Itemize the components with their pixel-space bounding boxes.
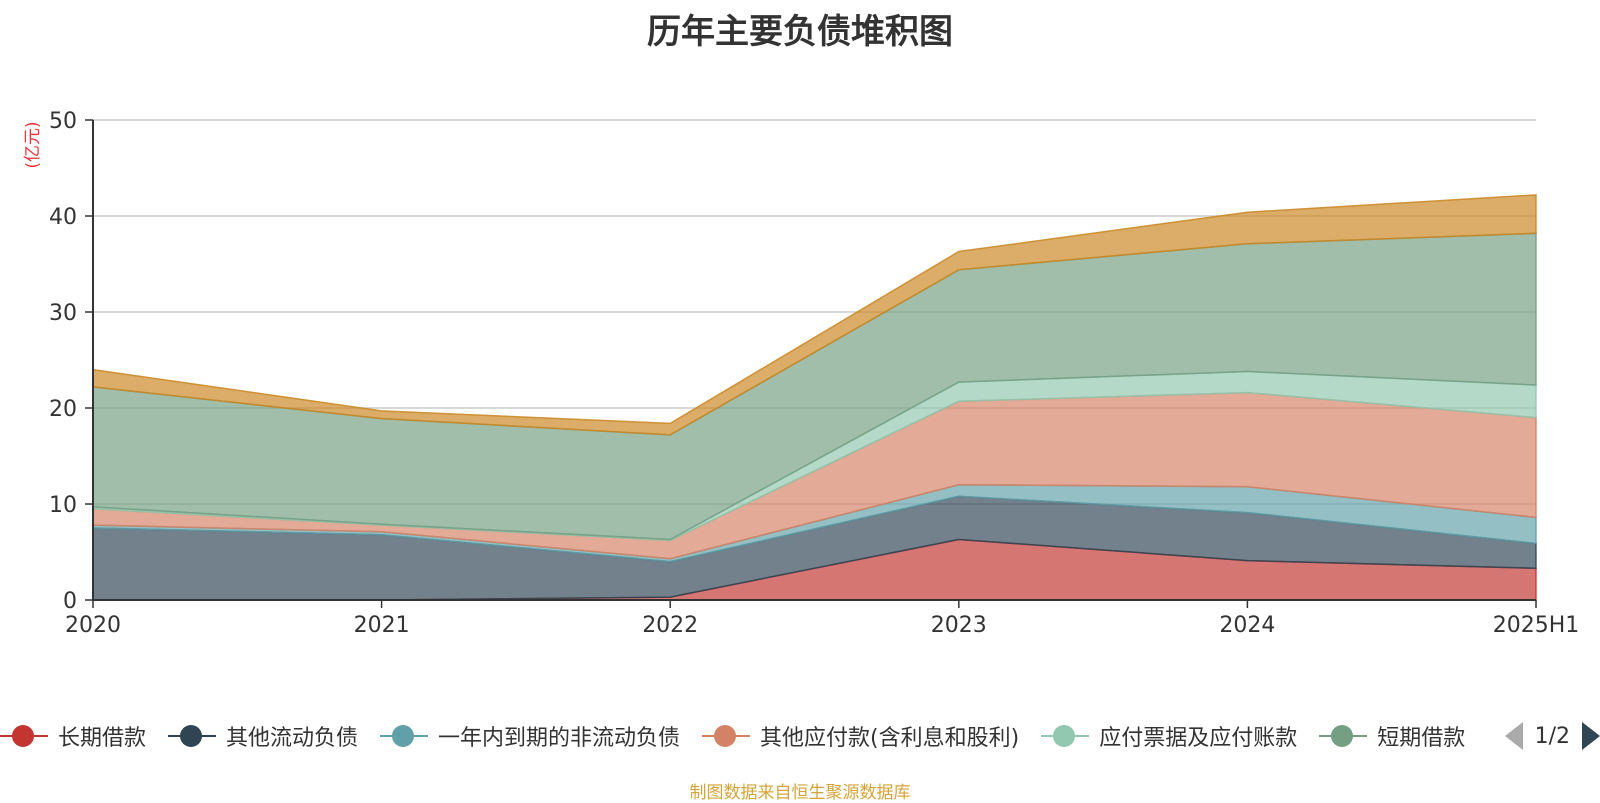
x-tick-label: 2025H1 [1493,613,1580,638]
legend: 长期借款 其他流动负债 一年内到期的非流动负债 其他应付款(含利息和股利) 应付票据及应… [0,714,1600,758]
legend-item[interactable]: 长期借款 [0,714,146,758]
legend-label: 应付票据及应付账款 [1099,726,1298,751]
source-note: 制图数据来自恒生聚源数据库 [689,783,911,803]
x-tick-label: 2024 [1219,613,1275,638]
legend-label: 长期借款 [58,726,147,751]
y-tick-label: 50 [49,109,77,134]
legend-marker-icon [702,724,751,748]
legend-marker-icon [1041,724,1090,748]
legend-marker-icon [1319,724,1368,748]
legend-item[interactable]: 其他流动负债 [168,714,358,758]
y-axis-unit-label: (亿元) [23,121,43,168]
x-tick-label: 2022 [642,613,698,638]
legend-items: 长期借款 其他流动负债 一年内到期的非流动负债 其他应付款(含利息和股利) 应付票据及应… [0,714,1480,758]
legend-pager: 1/2 [1480,714,1600,758]
legend-label: 其他流动负债 [226,726,359,751]
chart-plot: 0 10 20 30 40 50 2020 2021 2022 2023 2024 2025H1 (亿… [23,109,1579,638]
legend-label: 一年内到期的非流动负债 [438,726,681,751]
area-series-7[interactable] [92,194,1537,436]
stacked-areas [92,194,1537,601]
legend-item[interactable]: 其他应付款(含利息和股利) [702,714,1019,758]
legend-label: 其他应付款(含利息和股利) [760,726,1020,751]
axes: 0 10 20 30 40 50 2020 2021 2022 2023 2024 2025H1 [49,109,1579,638]
legend-marker-icon [168,724,217,748]
legend-item[interactable]: 短期借款 [1319,714,1465,758]
y-tick-label: 40 [49,205,77,230]
legend-label: 短期借款 [1377,726,1466,751]
legend-marker-icon [0,724,48,748]
y-tick-label: 0 [63,589,77,614]
legend-item[interactable]: 一年内到期的非流动负债 [380,714,680,758]
y-tick-label: 10 [49,493,77,518]
x-tick-label: 2023 [931,613,987,638]
chart-title: 历年主要负债堆积图 [647,12,953,52]
legend-page-indicator: 1/2 [1534,723,1570,749]
x-tick-label: 2021 [354,613,410,638]
y-tick-label: 30 [49,301,77,326]
legend-prev-page-icon[interactable] [1504,722,1523,750]
legend-item[interactable]: 应付票据及应付账款 [1041,714,1297,758]
y-tick-label: 20 [49,397,77,422]
x-tick-label: 2020 [65,613,121,638]
legend-next-page-icon[interactable] [1582,722,1600,750]
legend-marker-icon [380,724,429,748]
